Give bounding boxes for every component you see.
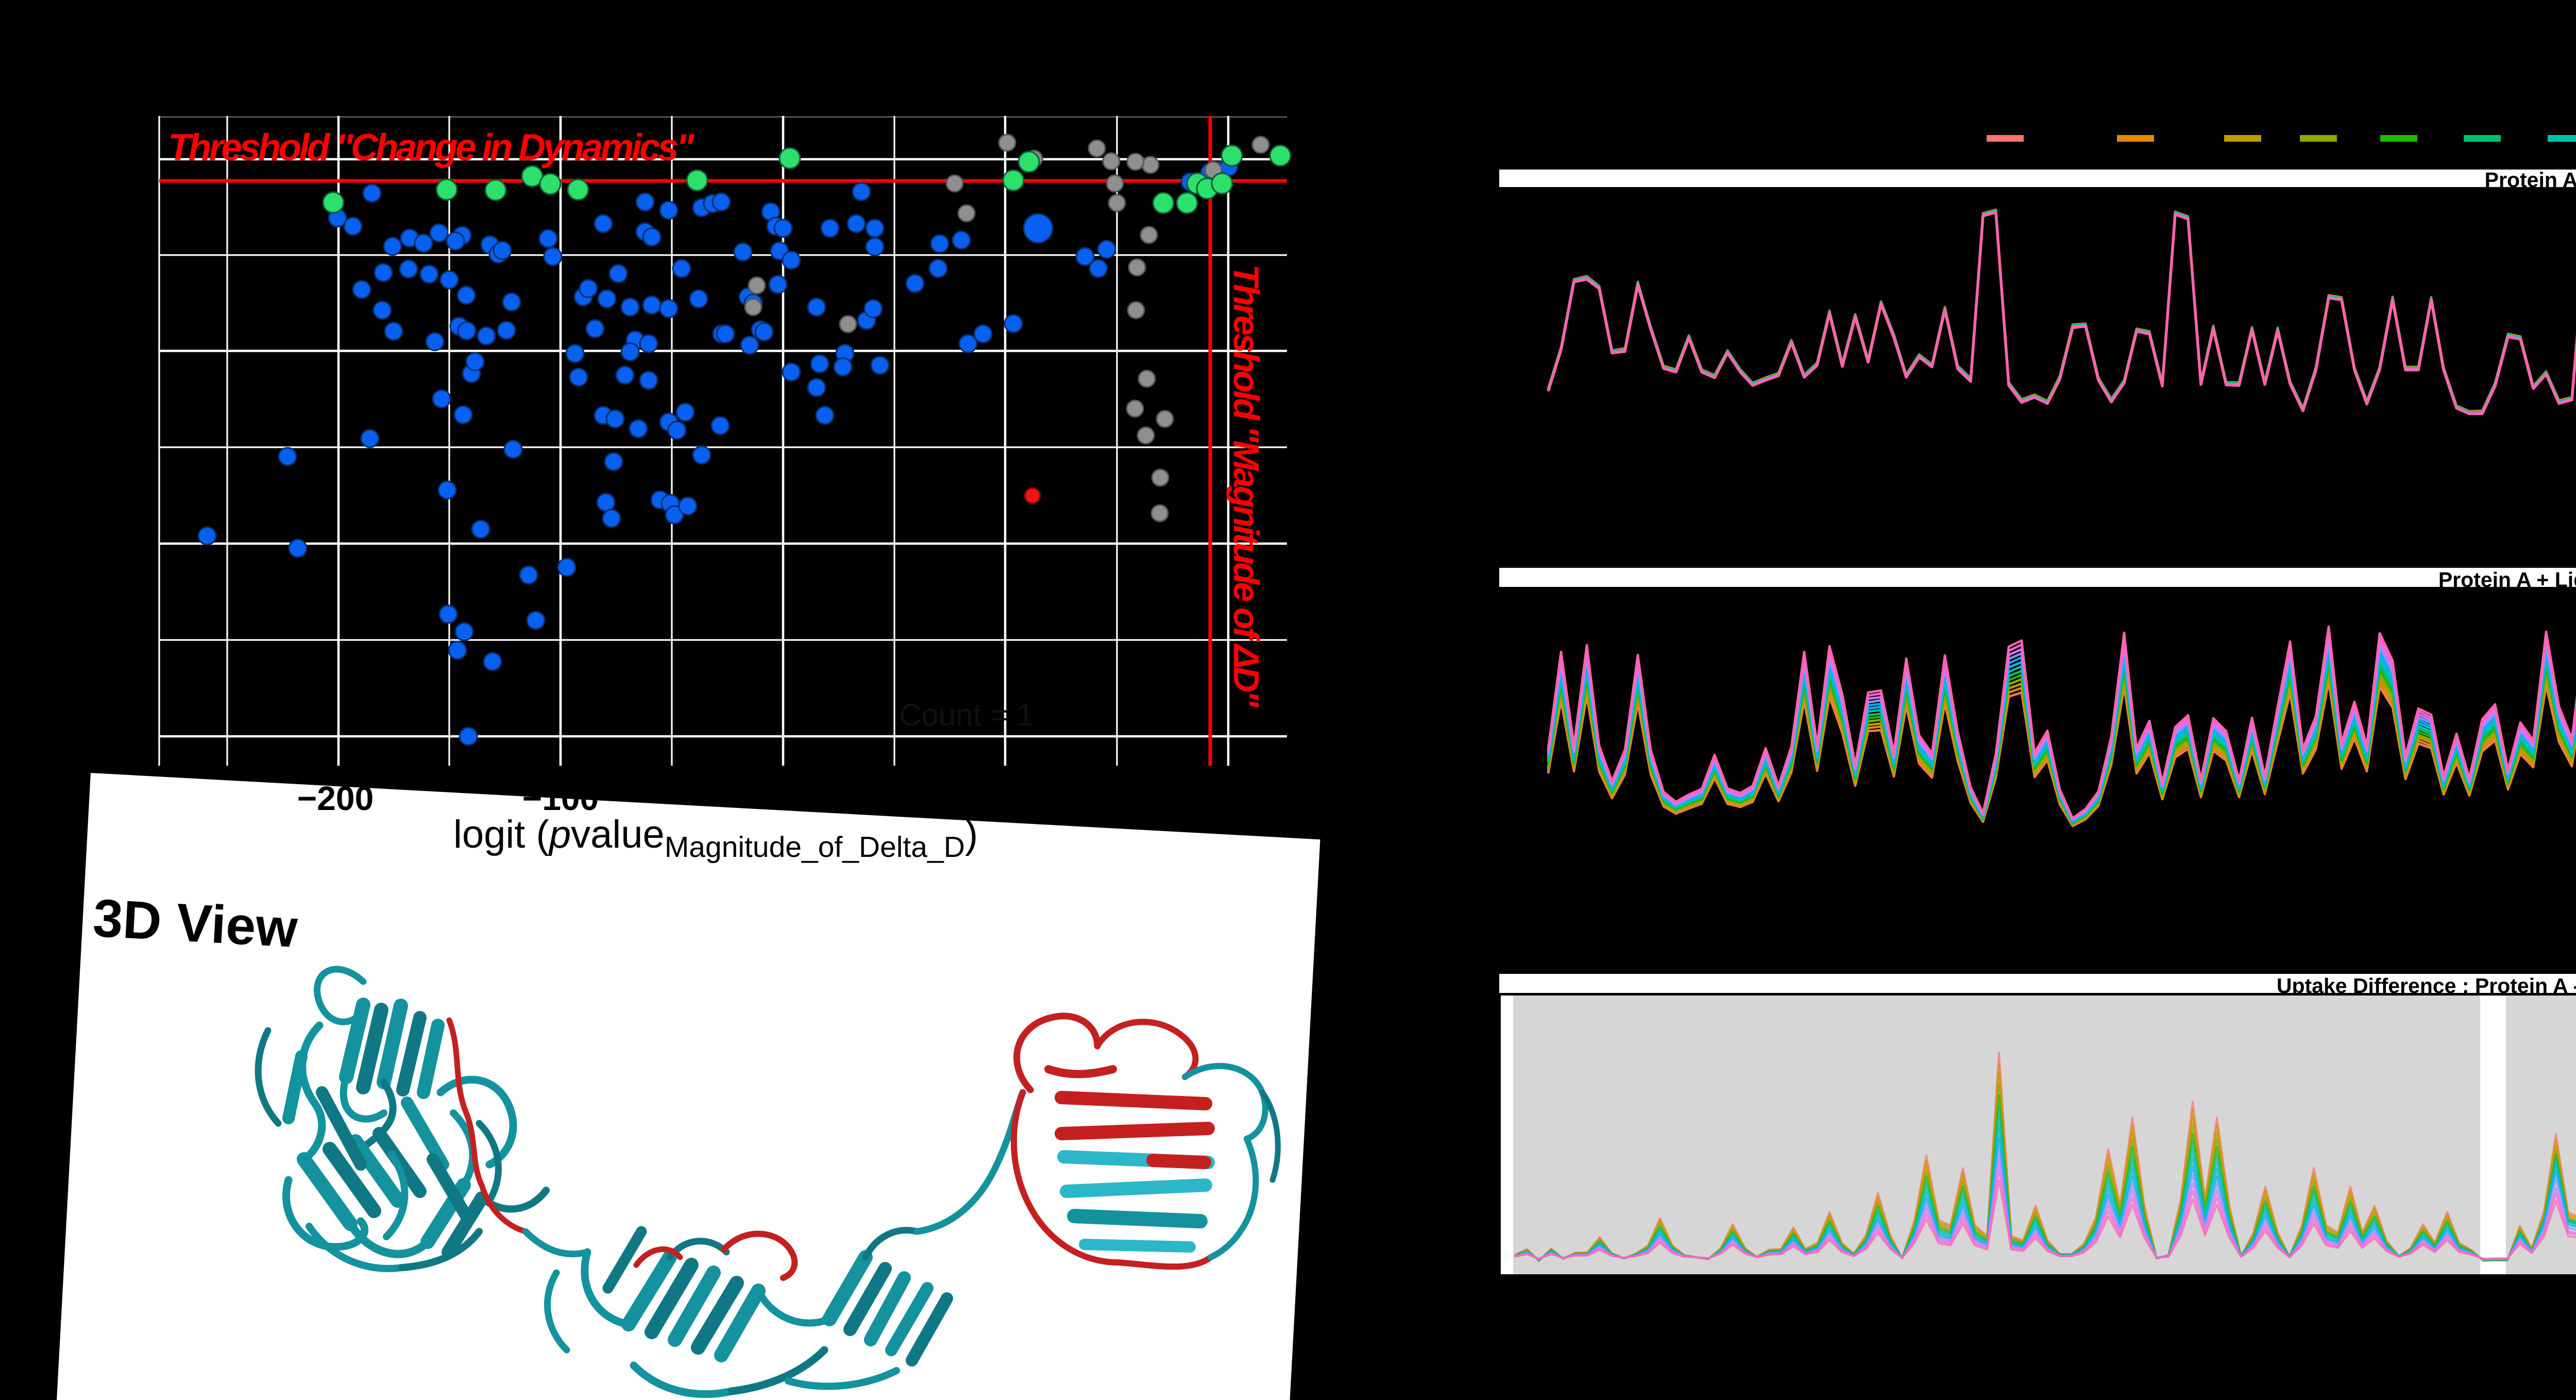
svg-text:Protein A: Protein A — [2485, 168, 2576, 192]
svg-text:Threshold "Change in Dynamics": Threshold "Change in Dynamics" — [168, 127, 695, 168]
svg-text:100: 100 — [977, 779, 1033, 817]
svg-text:Count = 1: Count = 1 — [899, 698, 1034, 732]
svg-text:−100: −100 — [522, 779, 599, 817]
svg-text:3D View: 3D View — [92, 888, 300, 959]
svg-text:0: 0 — [774, 779, 793, 817]
svg-text:Threshold "Magnitude of ΔD": Threshold "Magnitude of ΔD" — [1226, 264, 1266, 707]
svg-text:−200: −200 — [297, 779, 374, 817]
svg-text:Protein A + Ligand: Protein A + Ligand — [2438, 568, 2576, 592]
